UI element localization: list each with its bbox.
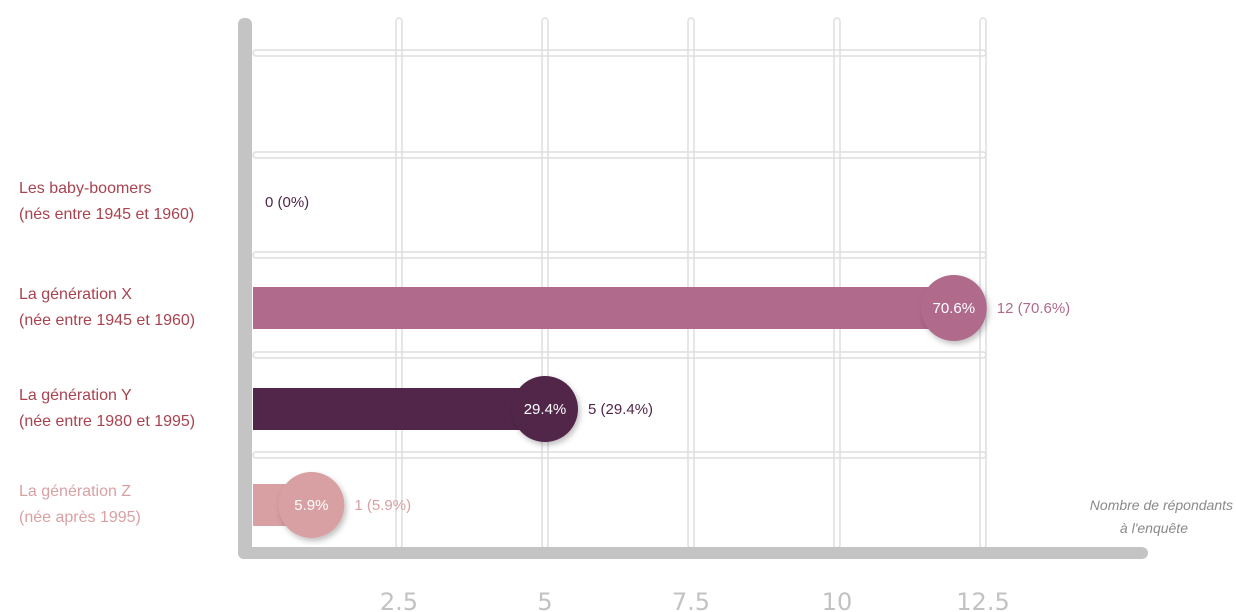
bar-end-circle	[512, 376, 578, 442]
gridline-horizontal	[252, 151, 987, 159]
gridline-vertical	[687, 17, 695, 549]
bar-percent-label: 5.9%	[294, 497, 328, 514]
category-label: La génération Y	[19, 387, 132, 404]
x-tick-label: 10	[822, 588, 853, 612]
y-axis-line	[238, 18, 252, 559]
category-label-sub: (née après 1995)	[19, 509, 141, 526]
x-axis-title-line1: Nombre de répondants	[1090, 497, 1233, 513]
bar-percent-label: 70.6%	[933, 300, 976, 317]
category-label-sub: (née entre 1980 et 1995)	[19, 413, 195, 430]
gridline-vertical	[979, 17, 987, 549]
x-tick-label: 12.5	[956, 588, 1009, 612]
gridline-vertical	[395, 17, 403, 549]
gridline-vertical	[541, 17, 549, 549]
category-label: Les baby-boomers	[19, 180, 152, 197]
bar-value-label: 12 (70.6%)	[997, 300, 1070, 317]
x-tick-label: 2.5	[380, 588, 418, 612]
bar	[253, 287, 954, 329]
category-label-sub: (née entre 1945 et 1960)	[19, 312, 195, 329]
x-tick-label: 5	[537, 588, 552, 612]
bar	[253, 388, 545, 430]
gridline-vertical	[833, 17, 841, 549]
bar-percent-label: 29.4%	[524, 401, 567, 418]
x-tick-label: 7.5	[672, 588, 710, 612]
bar-end-circle	[920, 275, 987, 341]
bar-value-label: 1 (5.9%)	[354, 497, 411, 514]
category-label-sub: (nés entre 1945 et 1960)	[19, 206, 194, 223]
x-axis-line	[238, 547, 1148, 559]
bar-value-label: 5 (29.4%)	[588, 401, 653, 418]
category-label: La génération Z	[19, 483, 131, 500]
gridline-horizontal	[252, 251, 987, 259]
gridline-horizontal	[252, 351, 987, 359]
gridline-horizontal	[252, 451, 987, 459]
bar-value-label: 0 (0%)	[265, 194, 309, 211]
x-axis-title-line2: à l'enquête	[1120, 520, 1188, 536]
category-label: La génération X	[19, 286, 132, 303]
gridline-horizontal	[252, 49, 987, 57]
bar-end-circle	[278, 472, 345, 538]
